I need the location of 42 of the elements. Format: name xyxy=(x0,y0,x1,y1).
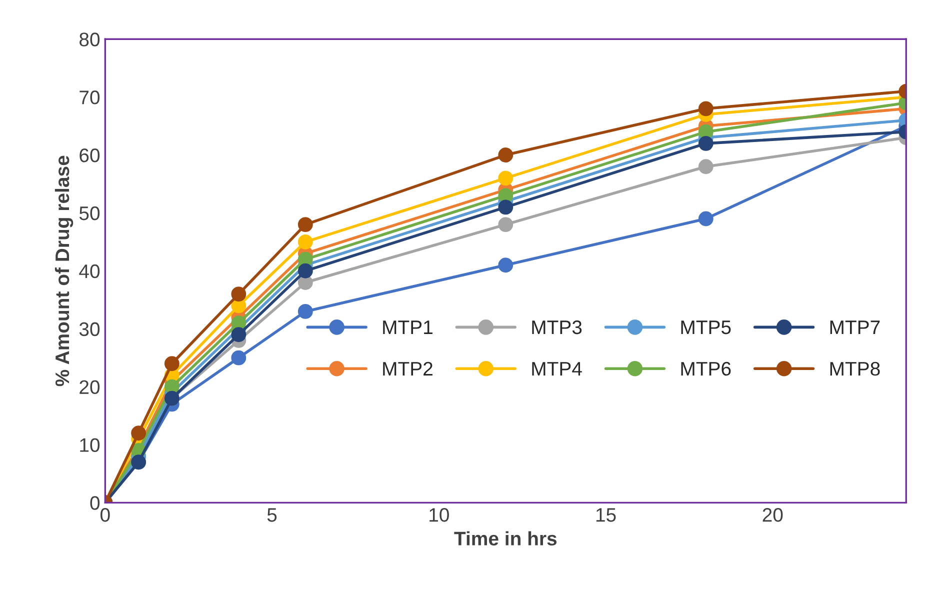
y-tick-label: 40 xyxy=(79,264,100,278)
x-tick-label: 10 xyxy=(430,508,449,522)
point xyxy=(131,426,146,441)
y-axis-title: % Amount of Drug relase xyxy=(54,156,74,386)
y-tick-label: 50 xyxy=(79,206,100,220)
point xyxy=(298,304,313,319)
point xyxy=(231,327,246,342)
legend-label: MTP3 xyxy=(532,320,582,334)
point xyxy=(498,170,514,186)
y-tick-label: 10 xyxy=(80,438,100,452)
legend-label: MTP6 xyxy=(681,362,731,376)
point xyxy=(698,136,714,151)
y-tick-label: 30 xyxy=(79,322,100,336)
point xyxy=(298,234,313,250)
x-tick-label: 5 xyxy=(267,508,277,522)
y-tick-label: 80 xyxy=(80,32,100,46)
y-tick-label: 20 xyxy=(80,380,100,394)
point xyxy=(498,258,514,273)
y-tick-label: 60 xyxy=(80,148,100,162)
point xyxy=(698,211,714,226)
y-tick-label: 70 xyxy=(80,90,100,104)
point xyxy=(231,350,246,366)
legend-label: MTP2 xyxy=(383,362,432,376)
point xyxy=(498,217,514,232)
legend-label: MTP8 xyxy=(830,362,880,376)
y-tick-label: 0 xyxy=(90,496,100,510)
legend-label: MTP7 xyxy=(830,320,880,334)
x-tick-label: 15 xyxy=(596,508,616,522)
legend-label: MTP5 xyxy=(681,320,731,334)
point xyxy=(498,200,514,215)
x-tick-label: 0 xyxy=(100,508,110,522)
point xyxy=(164,356,180,372)
point xyxy=(298,217,313,232)
point xyxy=(231,286,246,302)
x-axis-title: Time in hrs xyxy=(454,531,557,546)
point xyxy=(498,148,514,162)
legend-label: MTP4 xyxy=(532,362,582,376)
point xyxy=(298,263,313,278)
point xyxy=(698,159,714,174)
x-tick-label: 20 xyxy=(762,508,783,522)
legend-label: MTP1 xyxy=(383,320,432,334)
point xyxy=(698,101,714,116)
